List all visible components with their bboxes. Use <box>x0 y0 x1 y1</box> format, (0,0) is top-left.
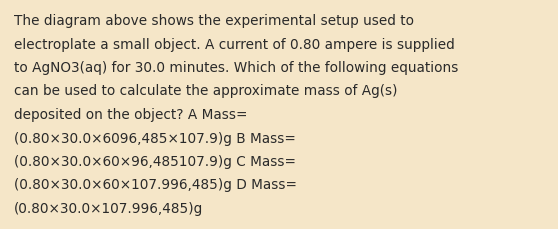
Text: deposited on the object? A Mass=: deposited on the object? A Mass= <box>14 108 248 121</box>
Text: (0.80×30.0×107.996,485)g: (0.80×30.0×107.996,485)g <box>14 201 203 215</box>
Text: can be used to calculate the approximate mass of Ag(s): can be used to calculate the approximate… <box>14 84 397 98</box>
Text: The diagram above shows the experimental setup used to: The diagram above shows the experimental… <box>14 14 414 28</box>
Text: (0.80×30.0×6096,485×107.9)g B Mass=: (0.80×30.0×6096,485×107.9)g B Mass= <box>14 131 296 145</box>
Text: (0.80×30.0×60×107.996,485)g D Mass=: (0.80×30.0×60×107.996,485)g D Mass= <box>14 178 297 192</box>
Text: (0.80×30.0×60×96,485107.9)g C Mass=: (0.80×30.0×60×96,485107.9)g C Mass= <box>14 154 296 168</box>
Text: electroplate a small object. A current of 0.80 ampere is supplied: electroplate a small object. A current o… <box>14 37 455 51</box>
Text: to AgNO3(aq) for 30.0 minutes. Which of the following equations: to AgNO3(aq) for 30.0 minutes. Which of … <box>14 61 458 75</box>
